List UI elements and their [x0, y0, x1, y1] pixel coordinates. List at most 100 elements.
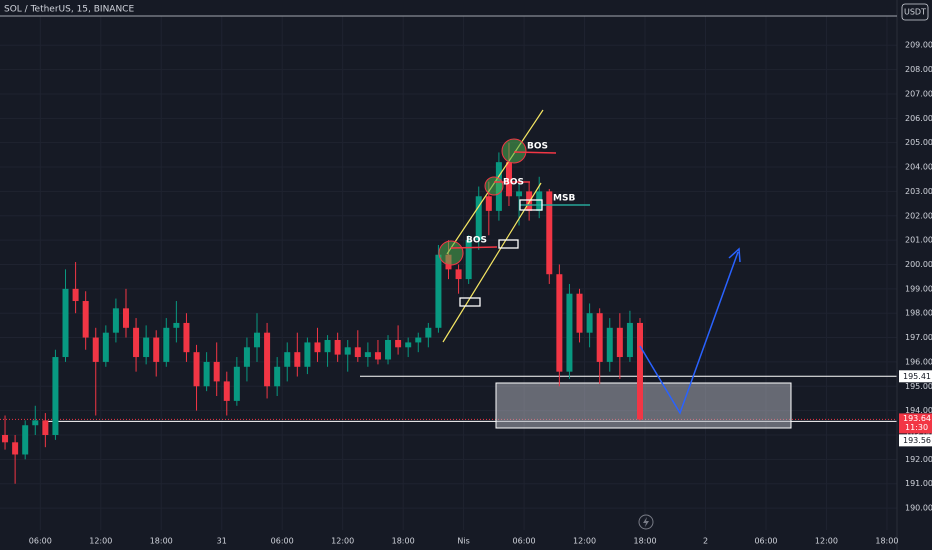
- y-tick-label: 204.00: [905, 163, 932, 172]
- x-tick-label: 2: [703, 537, 708, 546]
- last-price-label: 193.64: [903, 414, 931, 423]
- x-tick-label: 06:00: [271, 537, 294, 546]
- x-tick-label: 18:00: [875, 537, 898, 546]
- candle-body: [163, 327, 170, 362]
- candles: [2, 142, 643, 484]
- candle-body: [626, 322, 633, 358]
- candle-body: [12, 442, 19, 455]
- candle-body: [546, 191, 553, 275]
- y-tick-label: 205.00: [905, 138, 932, 147]
- currency-box[interactable]: [901, 3, 929, 21]
- candle-body: [82, 301, 89, 338]
- candle-body: [385, 339, 392, 360]
- candle-body: [102, 332, 109, 362]
- candle-body: [596, 313, 603, 362]
- level-tag: [899, 434, 932, 447]
- candle-body: [354, 347, 361, 358]
- candle-body: [264, 332, 271, 387]
- candle-body: [122, 308, 129, 328]
- candle-body: [455, 269, 462, 280]
- candle-body: [405, 342, 412, 348]
- alert-icon[interactable]: [638, 514, 654, 530]
- candle-body: [92, 337, 99, 362]
- candle-body: [485, 196, 492, 211]
- y-tick-label: 194.00: [905, 406, 932, 415]
- countdown: 11:30: [905, 423, 928, 432]
- candle-body: [616, 327, 623, 358]
- y-tick-label: 195.00: [905, 382, 932, 391]
- y-tick-label: 192.00: [905, 455, 932, 464]
- candle-body: [505, 162, 512, 197]
- x-tick-label: 06:00: [754, 537, 777, 546]
- candle-body: [566, 293, 573, 372]
- bos-line: [513, 151, 557, 154]
- candle-body: [415, 337, 422, 343]
- y-tick-label: 198.00: [905, 309, 932, 318]
- candle-body: [254, 332, 261, 348]
- candle-body: [334, 339, 341, 355]
- swing-marker: [438, 240, 464, 266]
- candle-body: [112, 308, 119, 333]
- candle-body: [586, 313, 593, 333]
- y-tick-label: 202.00: [905, 211, 932, 220]
- y-tick-label: 200.00: [905, 260, 932, 269]
- y-tick-label: 207.00: [905, 89, 932, 98]
- candle-body: [62, 288, 69, 358]
- x-tick-label: 12:00: [815, 537, 838, 546]
- candle-body: [133, 327, 140, 358]
- candle-body: [52, 357, 59, 435]
- candle-body: [304, 342, 311, 367]
- candle-body: [243, 347, 250, 367]
- candle-body: [143, 337, 150, 358]
- order-block: [519, 199, 543, 211]
- y-tick-label: 206.00: [905, 114, 932, 123]
- candle-body: [465, 240, 472, 280]
- x-tick-label: 06:00: [29, 537, 52, 546]
- candle-body: [223, 381, 230, 401]
- candle-body: [516, 191, 523, 197]
- annotation: BOS: [466, 236, 487, 246]
- candle-body: [183, 322, 190, 353]
- axes: 190.00191.00192.00193.00194.00195.00196.…: [29, 41, 932, 546]
- drawings: BOS BOS BOS MSB: [438, 109, 741, 530]
- candle-body: [314, 342, 321, 353]
- candle-body: [374, 352, 381, 360]
- y-tick-label: 208.00: [905, 65, 932, 74]
- bos-line: [450, 246, 498, 249]
- x-tick-label: 12:00: [89, 537, 112, 546]
- level-label: 195.41: [903, 372, 931, 381]
- candle-body: [153, 337, 160, 362]
- x-tick-label: 18:00: [150, 537, 173, 546]
- alert-icon-bolt: [643, 517, 649, 527]
- candle-body: [344, 347, 351, 355]
- last-price-tag: [899, 413, 932, 434]
- candle-body: [203, 361, 210, 387]
- level-tag: [899, 370, 932, 383]
- y-tick-label: 209.00: [905, 41, 932, 50]
- candle-body: [32, 420, 39, 426]
- candle-body: [435, 254, 442, 328]
- arrow-head: [728, 247, 741, 263]
- candle-body: [395, 339, 402, 348]
- candle-body: [425, 327, 432, 338]
- candle-body: [636, 322, 643, 420]
- swing-marker: [501, 138, 527, 164]
- x-tick-label: 12:00: [331, 537, 354, 546]
- annotation: MSB: [553, 194, 575, 204]
- y-tick-label: 197.00: [905, 333, 932, 342]
- x-tick-label: 18:00: [392, 537, 415, 546]
- demand-zone: [495, 382, 792, 429]
- swing-marker: [484, 176, 504, 196]
- x-tick-label: 31: [217, 537, 227, 546]
- x-tick-label: 06:00: [513, 537, 536, 546]
- candle-body: [556, 274, 563, 372]
- candle-body: [274, 366, 281, 387]
- level-label: 193.56: [903, 436, 931, 445]
- annotation: BOS: [503, 178, 524, 188]
- y-tick-label: 191.00: [905, 479, 932, 488]
- candle-body: [22, 425, 29, 455]
- candle-body: [233, 366, 240, 401]
- x-tick-label: Nis: [457, 537, 469, 546]
- currency[interactable]: USDT: [904, 8, 926, 17]
